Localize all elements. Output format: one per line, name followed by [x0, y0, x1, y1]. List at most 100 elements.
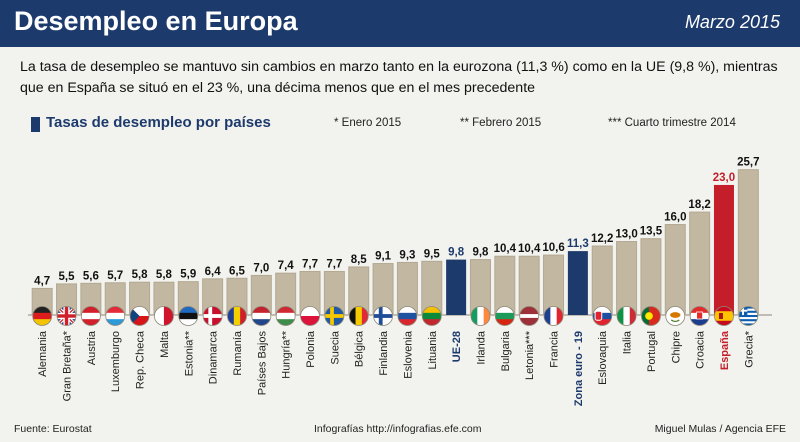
bar-group: 12,2 Eslovaquia — [591, 233, 613, 385]
bar-group: 7,0 Países Bajos — [250, 262, 272, 395]
flag-lt-icon — [421, 306, 442, 326]
header-bar: Desempleo en Europa Marzo 2015 — [0, 0, 800, 47]
value-label: 9,5 — [424, 248, 441, 260]
category-label: Grecia* — [743, 330, 755, 367]
bar-group: 7,7 Polonia — [299, 258, 321, 368]
category-label: Malta — [159, 330, 171, 358]
bar-group: 5,7 Luxemburgo — [104, 270, 126, 392]
bar-group: 8,5 Bélgica — [348, 254, 370, 367]
bar-group: 10,4 Letonia*** — [518, 243, 541, 380]
value-label: 7,7 — [302, 258, 318, 270]
bar-group: 5,8 Malta — [153, 269, 175, 358]
category-label: Austria — [86, 330, 98, 365]
note-cuarto-trimestre: *** Cuarto trimestre 2014 — [608, 117, 736, 129]
value-label: 5,8 — [156, 269, 173, 281]
flag-fi-icon — [373, 306, 393, 326]
bar-group: 4,7 Alemania — [31, 275, 53, 377]
value-label: 5,9 — [180, 269, 196, 281]
category-label: Dinamarca — [208, 330, 220, 384]
bar-group: 11,3 Zona euro - 19 — [567, 238, 589, 406]
bar-group: 13,0 Italia — [615, 229, 637, 355]
value-label: 9,1 — [375, 251, 392, 263]
category-label: Rumanía — [232, 330, 244, 376]
bar-group: 16,0 Chipre — [664, 212, 686, 364]
value-label: 9,8 — [448, 247, 465, 259]
bar-group: 5,8 Rep. Checa — [129, 269, 151, 389]
category-label: Chipre — [670, 331, 682, 363]
value-label: 8,5 — [351, 254, 368, 266]
flag-si-icon — [397, 306, 418, 326]
bar-group: 9,5 Lituania — [421, 248, 443, 370]
bar — [664, 224, 686, 316]
bar-group: 10,4 Bulgaria — [494, 243, 517, 371]
category-label: Lituania — [427, 330, 439, 369]
bar — [689, 211, 711, 316]
source-label: Fuente: Eurostat — [14, 423, 92, 435]
flag-sk-icon — [592, 306, 613, 326]
flag-bg-icon — [494, 306, 515, 326]
category-label: Hungría** — [281, 330, 293, 378]
value-label: 9,8 — [472, 247, 489, 259]
value-label: 7,4 — [278, 260, 295, 272]
flag-ro-icon — [227, 306, 247, 326]
bar-group: 6,4 Dinamarca — [202, 266, 224, 384]
category-label: Croacia — [695, 330, 707, 369]
category-label: Bulgaria — [500, 330, 512, 371]
description-text: La tasa de desempleo se mantuvo sin camb… — [20, 59, 778, 96]
flag-cz-icon — [129, 306, 150, 326]
value-label: 12,2 — [591, 233, 613, 245]
value-label: 11,3 — [567, 238, 589, 250]
value-label: 18,2 — [688, 199, 710, 211]
category-label: Rep. Checa — [135, 330, 147, 389]
category-label: Suecia — [329, 330, 341, 365]
value-label: 10,4 — [494, 243, 517, 255]
value-label: 5,8 — [132, 269, 149, 281]
value-label: 25,7 — [737, 157, 759, 169]
flag-gb-icon — [56, 306, 77, 326]
value-label: 9,3 — [399, 249, 415, 261]
flag-cy-icon — [665, 306, 686, 326]
author-label: Miguel Mulas / Agencia EFE — [654, 423, 786, 435]
bar-group: 10,6 Francia — [542, 242, 564, 368]
flag-nl-icon — [251, 306, 272, 326]
category-label: UE-28 — [451, 331, 463, 362]
flag-dk-icon — [202, 306, 223, 326]
category-label: Bélgica — [354, 330, 366, 367]
bar — [640, 238, 662, 316]
value-label: 13,5 — [640, 226, 663, 238]
value-label: 13,0 — [615, 229, 637, 241]
value-label: 5,5 — [59, 271, 76, 283]
bar-group: 5,5 Gran Bretaña* — [56, 271, 78, 401]
bar-group: 6,5 Rumanía — [226, 265, 248, 376]
bar-group: 13,5 Portugal — [640, 226, 663, 372]
bar-chart: 4,7 Alemania 5,5 Gran Bretaña* 5,6 Austria 5,7… — [28, 157, 772, 406]
value-label: 16,0 — [664, 212, 686, 224]
flag-fr-icon — [543, 306, 564, 326]
flag-lu-icon — [105, 306, 126, 326]
value-label: 7,0 — [253, 262, 269, 274]
value-label: 10,4 — [518, 243, 541, 255]
category-label: Polonia — [305, 330, 317, 368]
category-label: Eslovenia — [402, 330, 414, 379]
credit-label: Infografías http://infografias.efe.com — [314, 423, 482, 435]
category-label: Italia — [622, 330, 634, 354]
value-label: 7,7 — [326, 258, 342, 270]
flag-pl-icon — [300, 306, 320, 326]
flag-pt-icon — [641, 306, 661, 326]
flag-gr-icon — [738, 306, 759, 326]
flag-ie-icon — [470, 306, 491, 326]
flag-se-icon — [324, 306, 345, 326]
category-label: Eslovaquia — [597, 330, 609, 385]
value-label: 10,6 — [542, 242, 564, 254]
flag-hr-icon — [689, 306, 710, 326]
flag-lv-icon — [519, 306, 540, 326]
category-label: Finlandia — [378, 330, 390, 376]
category-label: Estonia** — [183, 330, 195, 376]
bar-group: 9,8 Irlanda — [469, 247, 491, 365]
value-label: 6,5 — [229, 265, 246, 277]
category-label: Luxemburgo — [110, 331, 122, 392]
category-label: Francia — [549, 330, 561, 368]
bar — [446, 259, 467, 315]
flag-es-icon — [714, 306, 734, 326]
bar-group: 7,7 Suecia — [323, 258, 345, 365]
